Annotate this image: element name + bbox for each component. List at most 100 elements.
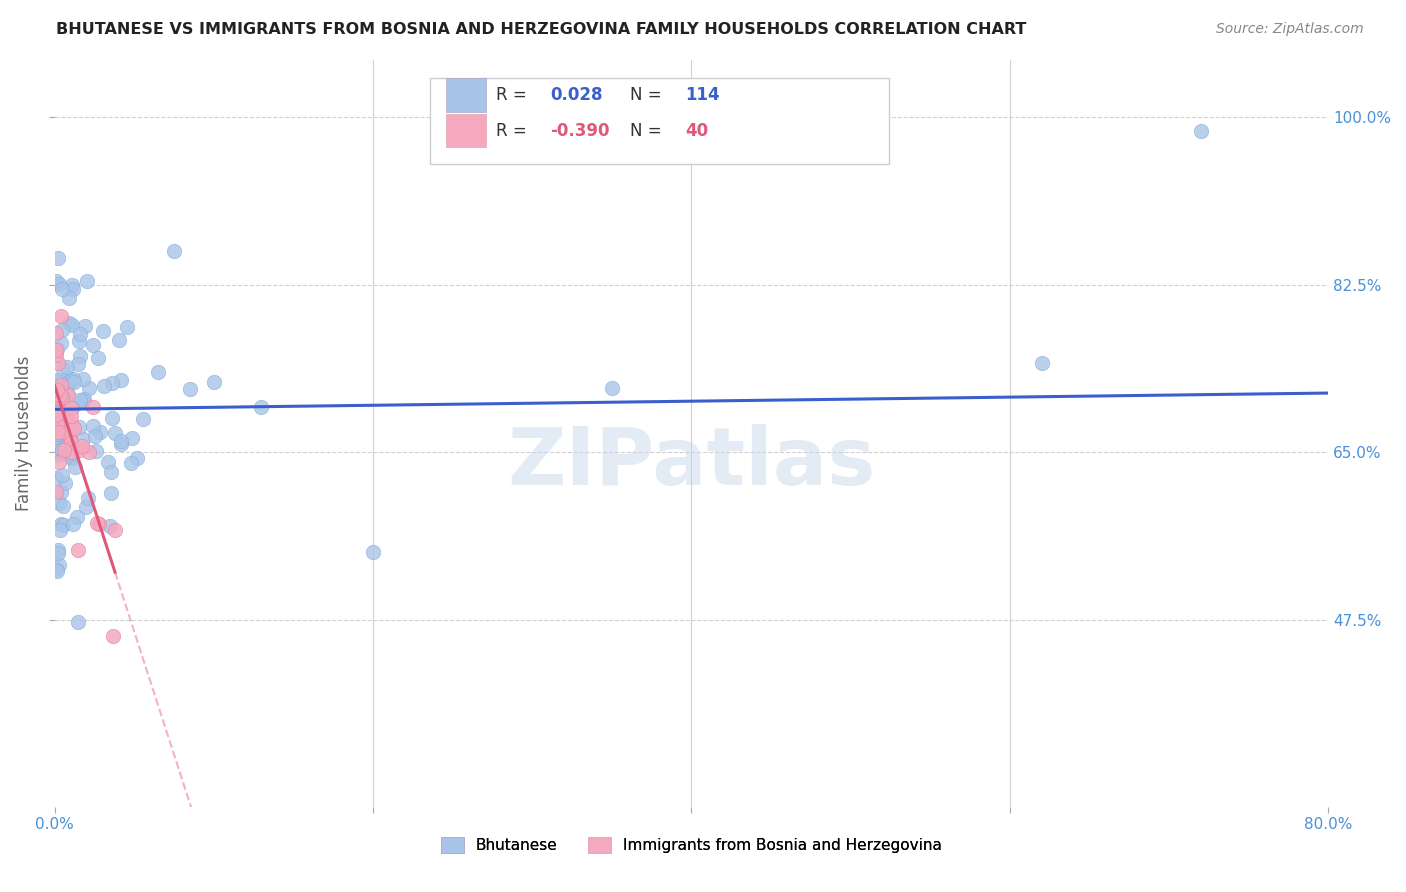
Point bbox=[65, 509, 87, 524]
Point bbox=[60, 445, 83, 459]
Point bbox=[58, 376, 80, 391]
Point bbox=[104, 523, 127, 537]
FancyBboxPatch shape bbox=[446, 78, 486, 112]
Legend: Bhutanese, Immigrants from Bosnia and Herzegovina: Bhutanese, Immigrants from Bosnia and He… bbox=[434, 831, 948, 859]
Point bbox=[163, 244, 186, 258]
Point bbox=[91, 325, 114, 339]
Point bbox=[51, 484, 73, 499]
Point bbox=[121, 431, 143, 445]
Point bbox=[65, 460, 87, 475]
Point bbox=[49, 335, 72, 350]
Point bbox=[51, 384, 73, 399]
Point bbox=[45, 417, 67, 431]
Point bbox=[56, 388, 79, 402]
Point bbox=[45, 343, 67, 358]
Text: R =: R = bbox=[496, 86, 527, 103]
Point bbox=[60, 440, 83, 454]
Point bbox=[45, 348, 67, 362]
Text: Source: ZipAtlas.com: Source: ZipAtlas.com bbox=[1216, 22, 1364, 37]
Point bbox=[49, 523, 72, 537]
Point bbox=[110, 437, 132, 451]
Point bbox=[179, 383, 201, 397]
Point bbox=[100, 465, 122, 479]
Point bbox=[67, 357, 90, 371]
Point bbox=[45, 426, 67, 441]
Point bbox=[45, 403, 67, 417]
Point bbox=[82, 400, 104, 414]
Point bbox=[45, 470, 67, 484]
Point bbox=[51, 282, 73, 296]
Point bbox=[1031, 356, 1053, 370]
Point bbox=[58, 316, 80, 330]
Point bbox=[46, 421, 69, 435]
Point bbox=[45, 411, 67, 425]
Point bbox=[56, 388, 79, 402]
Point bbox=[52, 394, 75, 409]
Point bbox=[77, 491, 100, 505]
Point bbox=[67, 420, 90, 434]
Point bbox=[48, 277, 70, 291]
Point bbox=[69, 349, 91, 363]
Point bbox=[76, 274, 98, 288]
Point bbox=[45, 562, 67, 576]
Point bbox=[52, 518, 75, 533]
Text: ZIPatlas: ZIPatlas bbox=[508, 425, 876, 502]
Point bbox=[250, 400, 273, 414]
Point bbox=[60, 277, 83, 292]
Point bbox=[103, 629, 125, 643]
Point bbox=[202, 375, 225, 389]
Point bbox=[75, 500, 97, 515]
Point bbox=[93, 379, 115, 393]
Point bbox=[45, 425, 67, 440]
Point bbox=[49, 396, 72, 410]
Point bbox=[89, 425, 111, 439]
Point bbox=[108, 333, 131, 347]
Point bbox=[48, 427, 70, 442]
Point bbox=[59, 374, 82, 388]
Point bbox=[70, 439, 93, 453]
Point bbox=[1189, 124, 1212, 138]
Point bbox=[58, 427, 80, 442]
Point bbox=[82, 338, 104, 352]
Point bbox=[45, 405, 67, 419]
Point bbox=[46, 421, 69, 435]
Point bbox=[49, 517, 72, 532]
Point bbox=[59, 433, 82, 447]
Point bbox=[46, 408, 69, 422]
Point bbox=[53, 475, 76, 490]
Point bbox=[49, 417, 72, 432]
Point bbox=[58, 371, 80, 385]
Point bbox=[45, 444, 67, 458]
Point bbox=[55, 359, 77, 374]
Point bbox=[51, 322, 73, 336]
Text: -0.390: -0.390 bbox=[550, 121, 609, 140]
Point bbox=[66, 615, 89, 629]
Text: 0.028: 0.028 bbox=[550, 86, 602, 103]
Point bbox=[72, 372, 94, 386]
Point bbox=[104, 426, 127, 441]
Point bbox=[45, 326, 67, 340]
Point bbox=[46, 425, 69, 440]
Point bbox=[58, 291, 80, 305]
Point bbox=[52, 500, 75, 514]
Point bbox=[72, 433, 94, 447]
Point bbox=[63, 420, 86, 434]
Point bbox=[69, 326, 91, 341]
Point bbox=[60, 450, 83, 465]
Point bbox=[84, 443, 107, 458]
Point bbox=[60, 417, 83, 431]
Point bbox=[48, 546, 70, 560]
Point bbox=[98, 519, 121, 533]
Point bbox=[46, 342, 69, 356]
Point bbox=[110, 373, 132, 387]
Point bbox=[48, 388, 70, 402]
Point bbox=[55, 385, 77, 400]
Point bbox=[77, 381, 100, 395]
Point bbox=[127, 451, 149, 466]
Point bbox=[45, 376, 67, 390]
Text: 114: 114 bbox=[685, 86, 720, 103]
Text: N =: N = bbox=[630, 121, 662, 140]
Point bbox=[51, 440, 73, 454]
Point bbox=[48, 496, 70, 510]
Point bbox=[45, 385, 67, 400]
